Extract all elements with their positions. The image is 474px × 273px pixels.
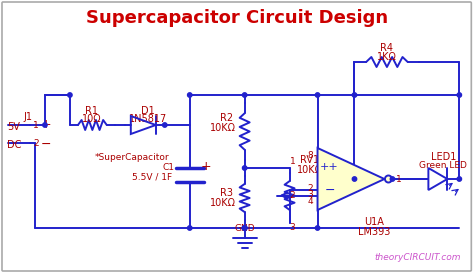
Text: U1A: U1A xyxy=(365,217,384,227)
Text: R1: R1 xyxy=(85,106,99,116)
Text: Supercapacitor Circuit Design: Supercapacitor Circuit Design xyxy=(86,9,388,27)
Text: 1: 1 xyxy=(290,158,295,167)
Text: LM393: LM393 xyxy=(358,227,391,237)
Text: RV1: RV1 xyxy=(300,155,319,165)
Text: 3: 3 xyxy=(308,190,313,199)
Circle shape xyxy=(457,177,462,181)
Circle shape xyxy=(242,93,247,97)
Text: R3: R3 xyxy=(220,188,233,198)
Circle shape xyxy=(242,166,247,170)
Text: *SuperCapacitor: *SuperCapacitor xyxy=(95,153,170,162)
Text: Green LED: Green LED xyxy=(419,162,467,171)
Text: 2: 2 xyxy=(290,191,295,200)
Circle shape xyxy=(188,93,192,97)
Circle shape xyxy=(68,93,72,97)
Text: theoryCIRCUIT.com: theoryCIRCUIT.com xyxy=(375,253,461,262)
Text: +: + xyxy=(201,159,211,173)
Circle shape xyxy=(352,93,356,97)
FancyBboxPatch shape xyxy=(2,2,471,271)
Text: ++: ++ xyxy=(320,162,339,173)
Text: 5.5V / 1F: 5.5V / 1F xyxy=(132,173,172,182)
Circle shape xyxy=(390,177,395,181)
Circle shape xyxy=(163,123,167,127)
Circle shape xyxy=(352,177,356,181)
Text: DC: DC xyxy=(7,140,21,150)
Text: 10KΩ: 10KΩ xyxy=(297,165,322,175)
Circle shape xyxy=(188,226,192,230)
Circle shape xyxy=(385,176,392,182)
Text: −: − xyxy=(41,138,51,150)
Text: 2: 2 xyxy=(308,184,313,193)
Circle shape xyxy=(315,93,320,97)
Circle shape xyxy=(242,226,247,230)
Text: R4: R4 xyxy=(381,43,393,53)
Circle shape xyxy=(242,226,247,230)
Text: GND: GND xyxy=(234,224,255,233)
Text: J1: J1 xyxy=(23,112,32,122)
Text: +: + xyxy=(41,117,51,130)
Circle shape xyxy=(242,226,247,230)
Text: 1: 1 xyxy=(33,120,39,129)
Text: LED1: LED1 xyxy=(431,152,456,162)
Text: D1: D1 xyxy=(141,106,155,116)
Circle shape xyxy=(457,93,462,97)
Text: 5V: 5V xyxy=(8,122,20,132)
Text: 8: 8 xyxy=(308,152,313,161)
Text: −: − xyxy=(324,184,335,197)
Polygon shape xyxy=(318,148,384,210)
Circle shape xyxy=(315,226,320,230)
Text: R2: R2 xyxy=(220,113,233,123)
Text: 2: 2 xyxy=(33,138,39,147)
Text: 10KΩ: 10KΩ xyxy=(210,123,236,133)
Text: 4: 4 xyxy=(308,197,313,206)
Text: 10KΩ: 10KΩ xyxy=(210,198,236,208)
Text: 1: 1 xyxy=(395,174,401,183)
Circle shape xyxy=(43,123,47,127)
Text: 1KΩ: 1KΩ xyxy=(377,52,397,62)
Text: C1: C1 xyxy=(163,162,175,171)
Text: 1N5817: 1N5817 xyxy=(128,114,167,124)
Text: 3: 3 xyxy=(290,224,295,233)
Text: 10Ω: 10Ω xyxy=(82,114,102,124)
